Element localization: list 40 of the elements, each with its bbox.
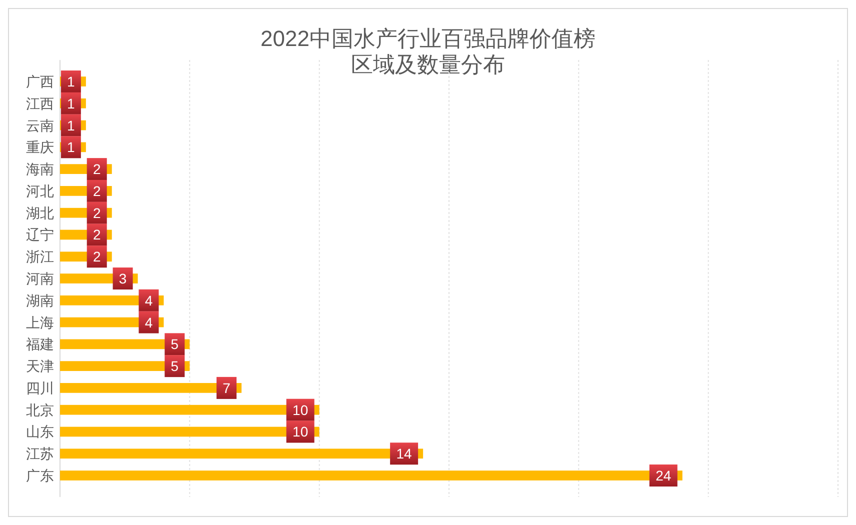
data-label: 1 [67,117,76,134]
y-tick-label: 天津 [26,358,54,374]
y-tick-label: 江西 [26,95,54,112]
y-tick-label: 重庆 [26,139,54,156]
y-tick-label: 云南 [26,117,54,134]
data-label: 10 [292,424,308,440]
data-label: 24 [656,468,672,484]
data-label: 1 [67,73,76,90]
data-label: 14 [396,446,412,462]
data-label: 2 [92,161,101,178]
y-tick-label: 海南 [26,161,54,178]
data-label: 5 [170,358,179,374]
y-tick-label: 湖北 [26,204,54,221]
y-tick-label: 湖南 [26,292,54,308]
data-label: 2 [92,226,101,243]
data-label: 4 [144,314,153,330]
y-tick-label: 福建 [26,336,54,352]
data-label: 1 [67,139,76,156]
y-tick-label: 河北 [26,182,54,199]
y-tick-label: 浙江 [26,248,54,265]
data-label: 4 [144,292,153,308]
data-label: 1 [67,95,76,112]
data-label: 10 [292,402,308,418]
data-label: 2 [92,182,101,199]
chart-title: 2022中国水产行业百强品牌价值榜 [260,26,596,51]
y-tick-label: 河南 [26,270,54,286]
y-tick-label: 辽宁 [26,226,54,243]
data-label: 2 [92,204,101,221]
y-tick-label: 上海 [26,314,54,330]
data-label: 3 [118,270,127,286]
y-tick-label: 北京 [26,402,54,418]
y-tick-label: 广西 [26,73,54,90]
y-tick-label: 广东 [26,468,54,484]
y-tick-label: 四川 [26,380,54,396]
data-label: 5 [170,336,179,352]
y-tick-label: 江苏 [26,446,54,462]
data-label: 7 [222,380,231,396]
data-label: 2 [92,248,101,265]
y-tick-label: 山东 [26,424,54,440]
chart-subtitle: 区域及数量分布 [351,52,505,77]
